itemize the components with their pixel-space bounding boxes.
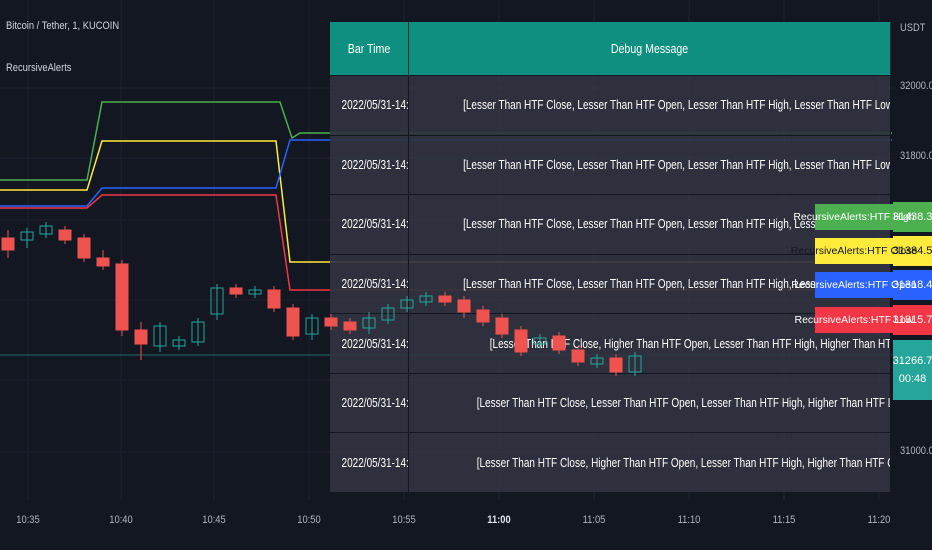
row-debug-message: [Lesser Than HTF Close, Higher Than HTF … bbox=[408, 432, 891, 492]
time-tick: 10:35 bbox=[16, 514, 40, 526]
row-debug-message: [Lesser Than HTF Close, Lesser Than HTF … bbox=[408, 75, 891, 136]
time-tick: 10:45 bbox=[202, 514, 226, 526]
table-row: 2022/05/31-14:07:00[Lesser Than HTF Clos… bbox=[330, 75, 891, 136]
last-price-value: 31266.7 bbox=[892, 355, 932, 367]
time-tick: 11:10 bbox=[677, 514, 701, 526]
table-row: 2022/05/31-14:03:00[Lesser Than HTF Clos… bbox=[330, 313, 891, 374]
bar-countdown: 00:48 bbox=[898, 373, 927, 385]
time-tick: 11:05 bbox=[582, 514, 606, 526]
time-tick: 11:20 bbox=[867, 514, 891, 526]
time-tick: 11:15 bbox=[772, 514, 796, 526]
row-bar-time: 2022/05/31-14:05:00 bbox=[330, 194, 409, 255]
price-badge-label: RecursiveAlerts:HTF Open bbox=[791, 272, 917, 298]
row-bar-time: 2022/05/31-14:07:00 bbox=[330, 75, 409, 136]
table-row: 2022/05/31-14:06:00[Lesser Than HTF Clos… bbox=[330, 134, 891, 195]
row-debug-message: [Lesser Than HTF Close, Lesser Than HTF … bbox=[408, 253, 891, 314]
row-bar-time: 2022/05/31-14:01:00 bbox=[330, 432, 409, 492]
price-tick: 31800.0 bbox=[900, 150, 932, 162]
table-row: 2022/05/31-14:01:00[Lesser Than HTF Clos… bbox=[330, 432, 891, 492]
price-badge-value: 31384.5 bbox=[893, 236, 932, 266]
price-axis[interactable]: USDT 32000.0 31800.0 31000.0 31438.3 3138… bbox=[892, 0, 932, 550]
row-bar-time: 2022/05/31-14:02:00 bbox=[330, 372, 409, 433]
row-debug-message: [Lesser Than HTF Close, Higher Than HTF … bbox=[408, 313, 891, 374]
time-tick: 10:40 bbox=[109, 514, 133, 526]
header-debug-message: Debug Message bbox=[408, 22, 891, 76]
time-axis[interactable]: 10:35 10:40 10:45 10:50 10:55 11:00 11:05 11:10… bbox=[0, 500, 892, 550]
price-tick: 32000.0 bbox=[900, 80, 932, 92]
header-bar-time: Bar Time bbox=[330, 22, 409, 76]
row-bar-time: 2022/05/31-14:03:00 bbox=[330, 313, 409, 374]
price-tick: 31000.0 bbox=[900, 445, 932, 457]
htf-high-line bbox=[0, 101, 892, 181]
row-debug-message: [Lesser Than HTF Close, Lesser Than HTF … bbox=[408, 134, 891, 195]
last-price-badge: 31266.7 00:48 bbox=[893, 340, 932, 400]
table-row: 2022/05/31-14:02:00[Lesser Than HTF Clos… bbox=[330, 372, 891, 433]
price-badge-label: RecursiveAlerts:HTF High bbox=[793, 204, 915, 230]
price-badge-label: RecursiveAlerts:HTF Close bbox=[791, 238, 917, 264]
price-badge-label: RecursiveAlerts:HTF Low bbox=[794, 307, 914, 333]
time-tick: 11:00 bbox=[487, 514, 511, 526]
row-debug-message: [Lesser Than HTF Close, Lesser Than HTF … bbox=[408, 194, 891, 255]
table-row: 2022/05/31-14:04:00[Lesser Than HTF Clos… bbox=[330, 253, 891, 314]
currency-label: USDT bbox=[900, 22, 926, 34]
row-bar-time: 2022/05/31-14:04:00 bbox=[330, 253, 409, 314]
table-row: 2022/05/31-14:05:00[Lesser Than HTF Clos… bbox=[330, 194, 891, 255]
price-badge-value: 31318.4 bbox=[893, 270, 932, 300]
symbol-title[interactable]: Bitcoin / Tether, 1, KUCOIN bbox=[6, 20, 120, 32]
price-badge-value: 31438.3 bbox=[893, 202, 932, 232]
indicator-title[interactable]: RecursiveAlerts bbox=[6, 62, 72, 74]
price-badge-value: 31315.7 bbox=[893, 305, 932, 335]
time-tick: 10:50 bbox=[297, 514, 321, 526]
row-debug-message: [Lesser Than HTF Close, Lesser Than HTF … bbox=[408, 372, 891, 433]
row-bar-time: 2022/05/31-14:06:00 bbox=[330, 134, 409, 195]
debug-table: Bar Time Debug Message 2022/05/31-14:07:… bbox=[330, 22, 891, 492]
time-tick: 10:55 bbox=[392, 514, 416, 526]
